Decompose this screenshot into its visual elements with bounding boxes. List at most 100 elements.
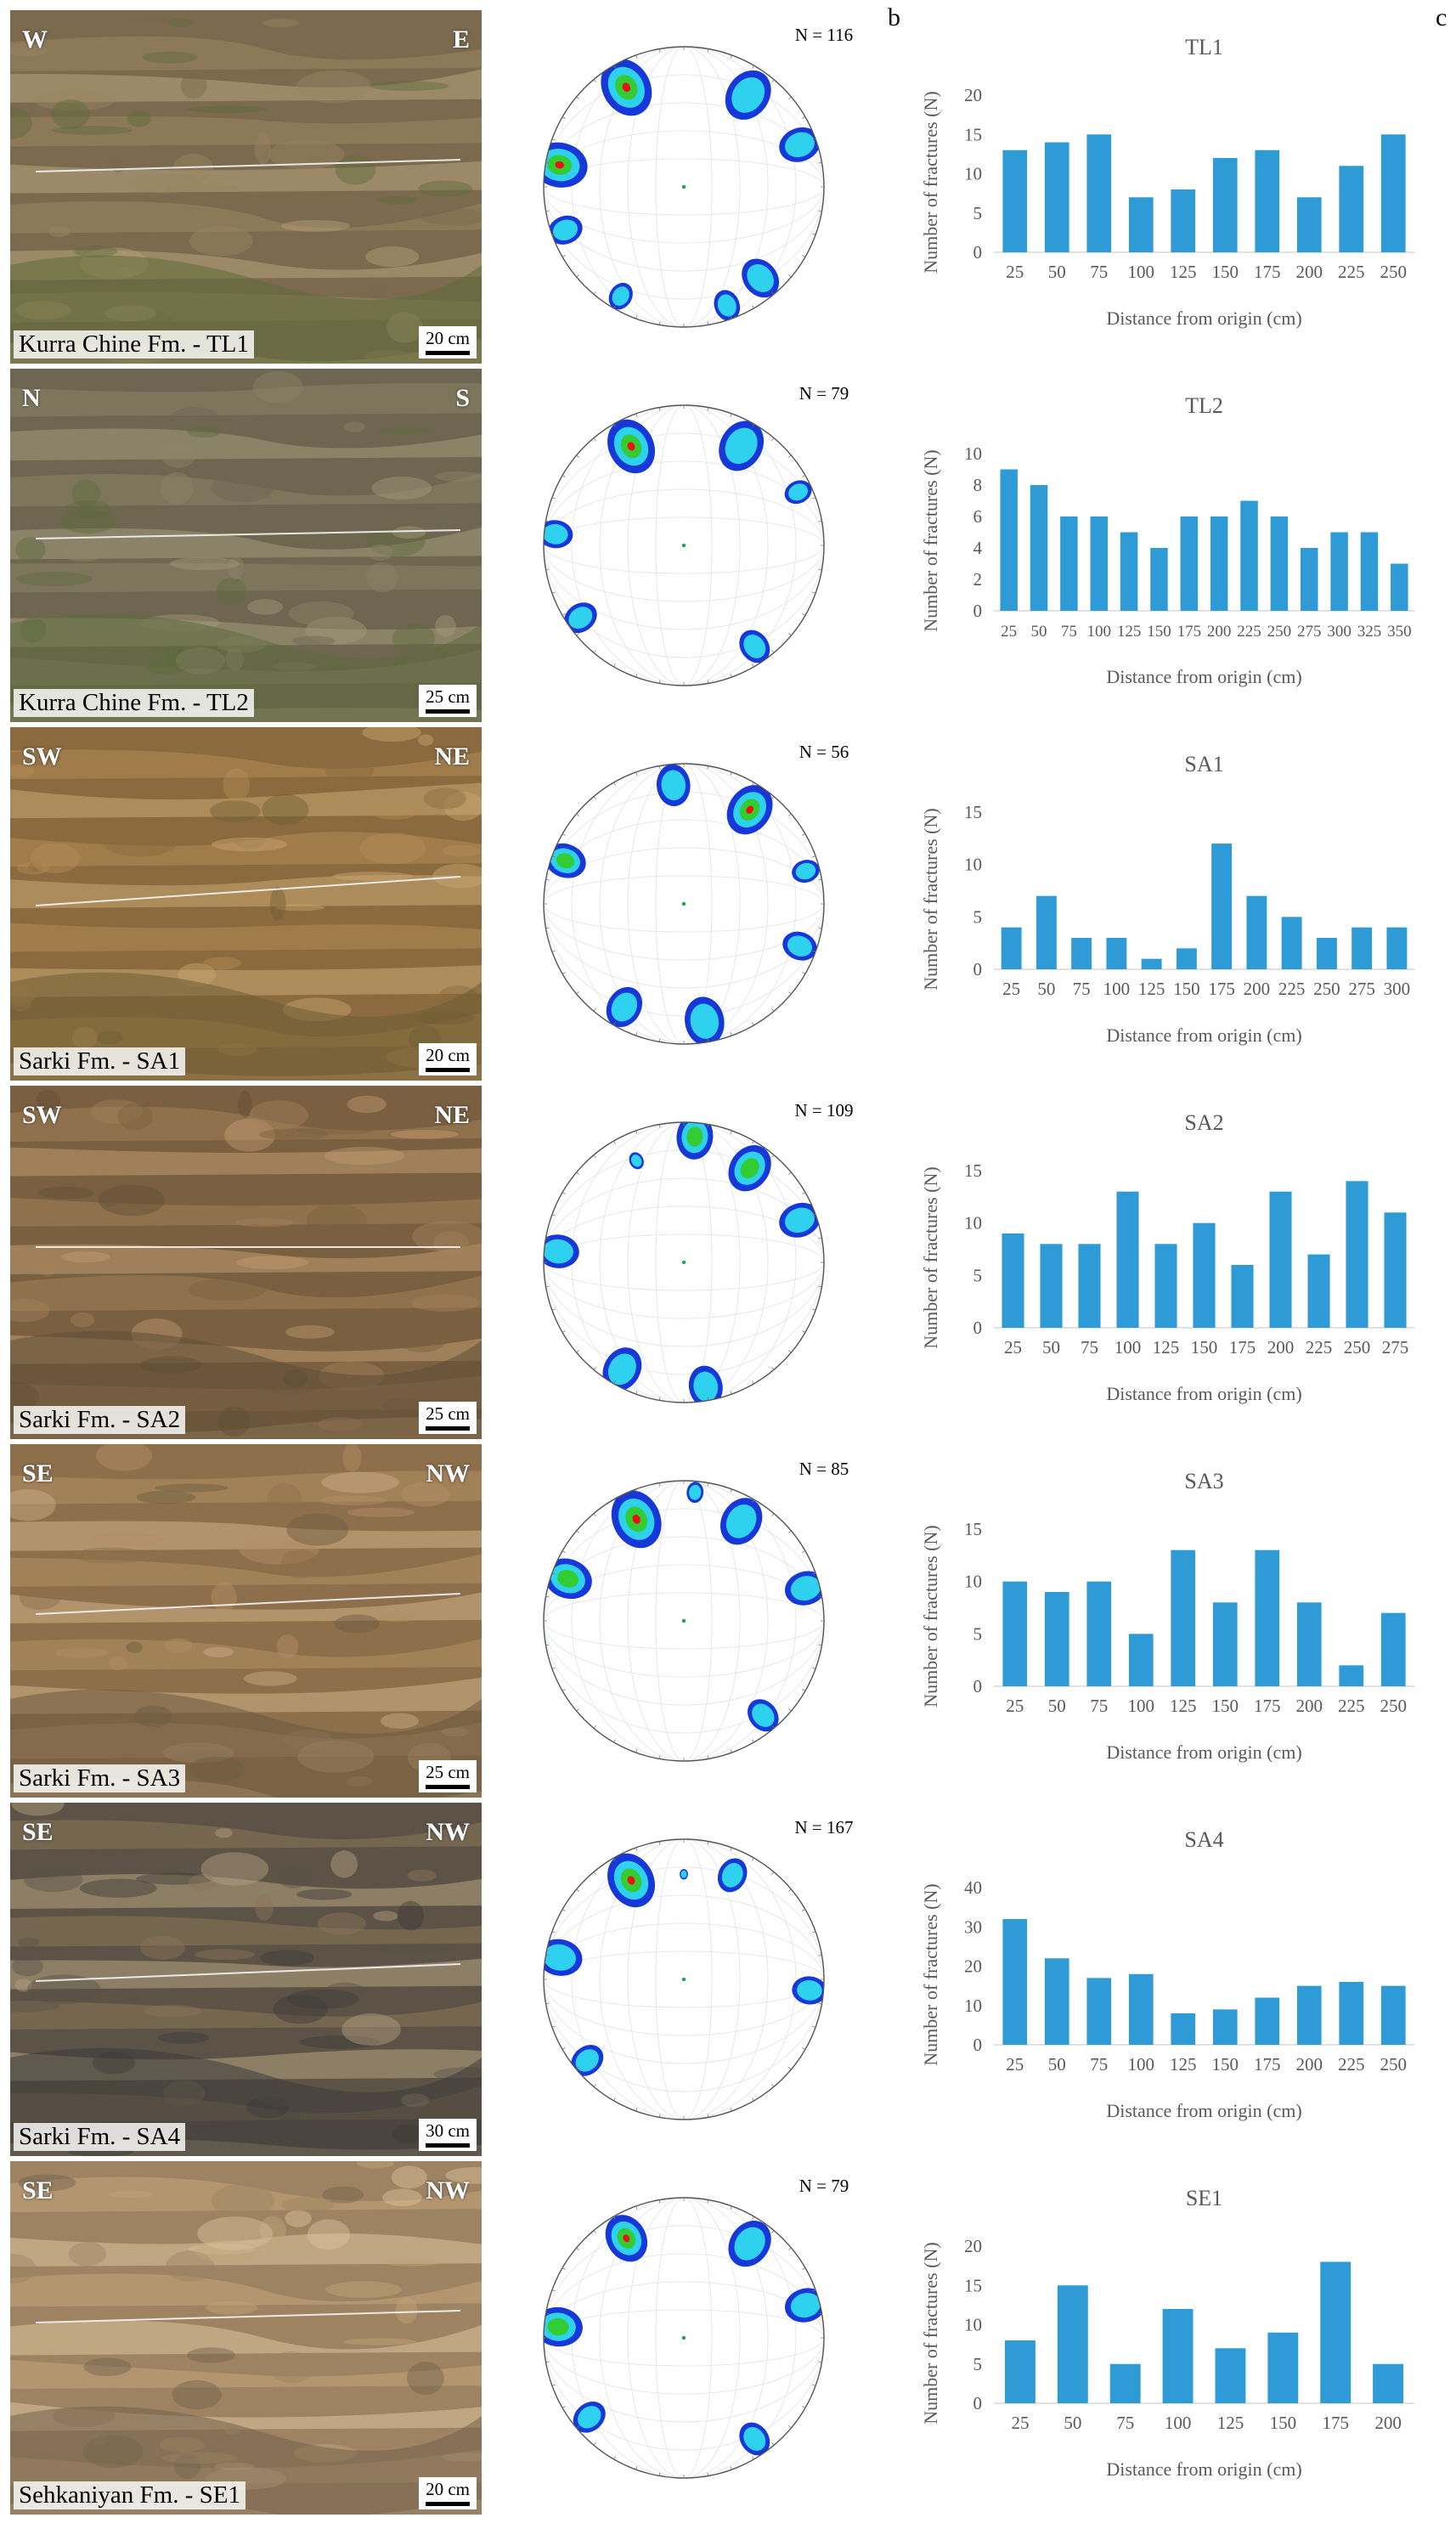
bar-50 [1030, 485, 1048, 611]
bar-200 [1296, 1602, 1322, 1686]
bar-125 [1141, 958, 1162, 969]
direction-label-left: W [22, 25, 48, 54]
bar-150 [1176, 948, 1197, 969]
bar-225 [1307, 1254, 1330, 1328]
scale-bar-label: 25 cm [426, 1762, 470, 1782]
bar-100 [1106, 938, 1127, 969]
scale-bar-label: 20 cm [426, 2479, 470, 2499]
bar-200 [1296, 197, 1322, 252]
stereonet-n-label: N = 109 [794, 1100, 853, 1121]
bar-250 [1380, 1985, 1406, 2045]
figure-row-2: N S Kurra Chine Fm. - TL2 25 cm N = 79 TL2 Num… [0, 369, 1456, 722]
bar-75 [1086, 1978, 1112, 2045]
stereonet-n-label: N = 85 [799, 1459, 849, 1479]
x-tick-label: 125 [1170, 1696, 1197, 1716]
bar-chart: TL2 Number of fractures (N) Distance from … [913, 369, 1440, 722]
y-axis-label: Number of fractures (N) [920, 1525, 941, 1707]
x-tick-label: 75 [1061, 623, 1077, 641]
x-tick-label: 200 [1296, 1696, 1323, 1716]
scale-bar-line [426, 1426, 470, 1431]
outcrop-photo-image [10, 10, 482, 364]
scale-bar: 25 cm [419, 1402, 477, 1434]
x-tick-label: 75 [1073, 979, 1091, 999]
outcrop-photo: SE NW Sehkaniyan Fm. - SE1 20 cm [10, 2161, 482, 2515]
y-tick-label: 10 [964, 164, 982, 184]
x-axis-label: Distance from origin (cm) [1106, 308, 1301, 329]
x-tick-label: 300 [1327, 623, 1352, 641]
scale-bar-label: 30 cm [426, 2120, 470, 2141]
bar-175 [1255, 1997, 1280, 2045]
stereonet-centre-mark [681, 901, 686, 906]
x-tick-label: 150 [1212, 262, 1239, 282]
y-tick-label: 0 [973, 2393, 983, 2413]
x-tick-label: 100 [1165, 2413, 1192, 2433]
y-tick-label: 15 [964, 124, 982, 144]
bar-50 [1044, 1958, 1069, 2045]
outcrop-photo: W E Kurra Chine Fm. - TL1 20 cm [10, 10, 482, 364]
x-tick-label: 175 [1254, 262, 1281, 282]
y-tick-label: 10 [964, 855, 982, 875]
bar-100 [1116, 1191, 1139, 1328]
x-tick-label: 25 [1006, 1696, 1024, 1716]
figure-row-7: SE NW Sehkaniyan Fm. - SE1 20 cm N = 79 SE1 Nu… [0, 2161, 1456, 2515]
y-tick-label: 10 [964, 443, 982, 464]
x-axis-label: Distance from origin (cm) [1106, 2458, 1301, 2480]
scale-bar-line [426, 1785, 470, 1789]
x-axis-label: Distance from origin (cm) [1106, 666, 1301, 687]
stereonet-plot: N = 85 [527, 1444, 883, 1798]
figure-row-1: W E Kurra Chine Fm. - TL1 20 cm N = 116 TL1 Nu… [0, 10, 1456, 364]
x-axis-label: Distance from origin (cm) [1106, 1742, 1301, 1763]
stereonet-n-label: N = 167 [794, 1817, 853, 1837]
scale-bar: 20 cm [419, 326, 477, 358]
bar-150 [1212, 158, 1238, 252]
photo-caption: Sarki Fm. - SA2 [14, 1406, 186, 1434]
stereonet-centre-mark [681, 1260, 686, 1265]
stereonet-n-label: N = 79 [799, 2176, 849, 2196]
x-tick-label: 25 [1001, 623, 1017, 641]
direction-label-right: NW [426, 1459, 470, 1487]
bar-275 [1300, 548, 1318, 611]
x-tick-label: 250 [1344, 1337, 1371, 1358]
x-tick-label: 125 [1217, 2413, 1244, 2433]
bar-50 [1044, 142, 1069, 252]
bar-175 [1211, 844, 1233, 969]
bar-200 [1296, 1985, 1322, 2045]
outcrop-photo: SE NW Sarki Fm. - SA3 25 cm [10, 1444, 482, 1798]
stereonet-centre-mark [681, 184, 686, 189]
x-tick-label: 150 [1173, 979, 1200, 999]
bar-100 [1128, 1973, 1154, 2045]
x-tick-label: 100 [1115, 1337, 1142, 1358]
bar-150 [1193, 1222, 1216, 1328]
y-axis-label: Number of fractures (N) [920, 1883, 941, 2065]
x-tick-label: 75 [1090, 2054, 1108, 2075]
bar-chart: SA4 Number of fractures (N) Distance from … [913, 1803, 1440, 2156]
bar-200 [1373, 2363, 1404, 2403]
bar-275 [1352, 927, 1373, 969]
bar-125 [1171, 1550, 1196, 1686]
bar-175 [1320, 2261, 1352, 2403]
scale-bar: 25 cm [419, 1760, 477, 1792]
y-tick-label: 0 [973, 242, 983, 262]
bar-50 [1040, 1244, 1063, 1328]
y-tick-label: 15 [964, 2275, 982, 2295]
figure-row-6: SE NW Sarki Fm. - SA4 30 cm N = 167 SA4 Number… [0, 1803, 1456, 2156]
x-tick-label: 150 [1147, 623, 1171, 641]
bar-175 [1255, 1550, 1280, 1686]
photo-caption: Sehkaniyan Fm. - SE1 [14, 2481, 245, 2509]
bar-150 [1212, 1602, 1238, 1686]
y-tick-label: 8 [973, 475, 983, 495]
chart-title: SE1 [1186, 2186, 1222, 2210]
scale-bar: 20 cm [419, 1043, 477, 1075]
bar-225 [1339, 1982, 1364, 2045]
y-tick-label: 15 [964, 1160, 982, 1181]
bar-100 [1128, 197, 1154, 252]
outcrop-photo-image [10, 1086, 482, 1439]
stereonet-plot: N = 167 [527, 1803, 883, 2156]
x-tick-label: 200 [1296, 262, 1323, 282]
x-tick-label: 175 [1229, 1337, 1256, 1358]
x-tick-label: 100 [1128, 1696, 1155, 1716]
scale-bar: 20 cm [419, 2477, 477, 2509]
x-tick-label: 25 [1002, 979, 1020, 999]
x-tick-label: 125 [1153, 1337, 1180, 1358]
x-tick-label: 100 [1087, 623, 1112, 641]
